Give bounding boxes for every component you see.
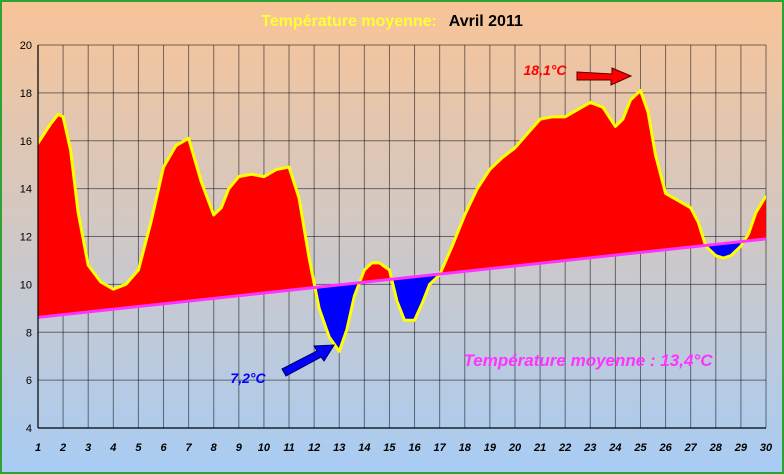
x-tick-label: 30	[760, 442, 773, 454]
area-fills	[38, 90, 766, 352]
x-tick-label: 4	[109, 442, 116, 454]
x-tick-label: 8	[211, 442, 218, 454]
max-arrow	[576, 67, 633, 86]
axes	[37, 45, 766, 429]
x-tick-label: 23	[583, 442, 596, 454]
y-tick-label: 10	[20, 279, 32, 291]
x-tick-label: 6	[160, 442, 167, 454]
annotations: 18,1°C 7,2°C Température moyenne : 13,4°…	[230, 62, 713, 386]
x-tick-label: 19	[484, 442, 497, 454]
x-tick-label: 26	[658, 442, 672, 454]
y-tick-label: 20	[20, 40, 32, 52]
chart-title: Température moyenne: Avril 2011	[261, 13, 523, 30]
x-tick-label: 5	[135, 442, 142, 454]
title-part1: Température moyenne:	[261, 13, 437, 30]
x-tick-label: 22	[558, 442, 571, 454]
title-part2: Avril 2011	[449, 13, 523, 30]
x-tick-label: 11	[283, 442, 294, 454]
x-tick-label: 13	[333, 442, 345, 454]
x-tick-label: 1	[35, 442, 41, 454]
x-tick-label: 18	[459, 442, 472, 454]
x-tick-label: 21	[533, 442, 546, 454]
max-label: 18,1°C	[524, 62, 568, 78]
y-tick-label: 14	[20, 184, 32, 196]
series-lines	[38, 88, 766, 353]
x-tick-label: 28	[709, 442, 723, 454]
x-tick-label: 24	[608, 442, 621, 454]
x-tick-label: 27	[684, 442, 698, 454]
x-tick-label: 7	[186, 442, 193, 454]
y-tick-label: 6	[26, 375, 32, 387]
min-label: 7,2°C	[230, 370, 266, 386]
min-arrow	[281, 344, 335, 377]
x-tick-label: 10	[258, 442, 271, 454]
x-tick-label: 16	[408, 442, 421, 454]
y-tick-label: 12	[20, 232, 32, 244]
area-above-trend	[38, 90, 766, 318]
x-tick-label: 17	[434, 442, 447, 454]
temperature-line	[38, 88, 766, 353]
y-tick-label: 18	[20, 88, 32, 100]
x-tick-label: 15	[383, 442, 396, 454]
trend-line	[38, 237, 766, 319]
mean-label: Température moyenne : 13,4°C	[464, 351, 714, 370]
y-tick-label: 16	[20, 136, 32, 148]
x-tick-label: 3	[85, 442, 91, 454]
y-tick-label: 8	[26, 327, 32, 339]
y-tick-label: 4	[26, 423, 32, 435]
x-tick-label: 29	[734, 442, 748, 454]
x-tick-label: 14	[358, 442, 370, 454]
x-tick-label: 9	[236, 442, 243, 454]
x-tick-label: 25	[633, 442, 647, 454]
x-tick-label: 20	[508, 442, 522, 454]
x-tick-label: 12	[308, 442, 320, 454]
x-tick-label: 2	[59, 442, 66, 454]
